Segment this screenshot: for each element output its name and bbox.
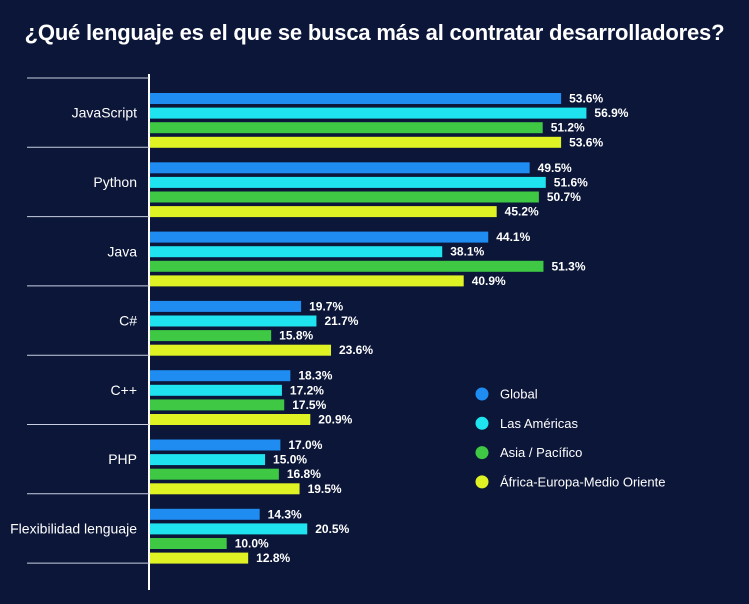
category-label-c: C# [119,313,137,329]
value-label-flexibilidad-lenguaje-las-am-ricas: 20.5% [315,522,349,536]
value-label-javascript-asia-pac-fico: 51.2% [551,121,585,135]
bar-java-asia-pac-fico [150,260,544,272]
bar-java-las-am-ricas [150,246,443,258]
bar-java-global [150,231,489,243]
bar-javascript-global [150,93,562,104]
legend-marker-las-am-ricas [475,416,489,430]
bar-javascript-asia-pac-fico [150,122,543,134]
bar-flexibilidad-lenguaje-las-am-ricas [150,523,308,535]
value-label-flexibilidad-lenguaje-global: 14.3% [268,507,302,521]
value-label-c-asia-pac-fico: 15.8% [279,329,313,343]
bar-flexibilidad-lenguaje-frica-europa-medio-oriente [150,552,249,564]
legend-label-asia-pac-fico: Asia / Pacífico [500,445,582,460]
bar-php-asia-pac-fico [150,468,279,480]
value-label-java-las-am-ricas: 38.1% [450,245,484,259]
category-label-python: Python [93,174,137,190]
value-label-php-frica-europa-medio-oriente: 19.5% [308,482,342,496]
bar-python-global [150,162,530,174]
value-label-python-frica-europa-medio-oriente: 45.2% [505,205,539,219]
value-label-c-frica-europa-medio-oriente: 23.6% [339,343,373,357]
bar-php-frica-europa-medio-oriente [150,483,300,495]
bar-c-global [150,300,302,312]
value-label-c-global: 18.3% [298,369,332,383]
category-label-c: C++ [111,382,137,398]
legend-label-las-am-ricas: Las Américas [500,416,579,431]
value-label-flexibilidad-lenguaje-frica-europa-medio-oriente: 12.8% [256,551,290,565]
value-label-php-las-am-ricas: 15.0% [273,453,307,467]
bar-php-las-am-ricas [150,454,266,466]
value-label-javascript-global: 53.6% [569,92,603,106]
value-label-flexibilidad-lenguaje-asia-pac-fico: 10.0% [235,537,269,551]
value-label-php-global: 17.0% [288,438,322,452]
category-label-java: Java [107,243,137,259]
bar-c-asia-pac-fico [150,399,285,411]
bar-c-las-am-ricas [150,384,282,396]
bar-python-frica-europa-medio-oriente [150,206,497,218]
bar-c-frica-europa-medio-oriente [150,344,332,356]
value-label-python-las-am-ricas: 51.6% [554,175,588,189]
chart-title: ¿Qué lenguaje es el que se busca más al … [24,20,725,45]
bar-c-frica-europa-medio-oriente [150,414,311,425]
value-label-python-asia-pac-fico: 50.7% [547,190,581,204]
legend-label-global: Global [500,387,538,402]
bar-python-asia-pac-fico [150,191,539,203]
category-label-php: PHP [108,451,137,467]
bar-php-global [150,439,281,451]
value-label-c-asia-pac-fico: 17.5% [292,398,326,412]
category-label-javascript: JavaScript [72,105,137,121]
value-label-java-frica-europa-medio-oriente: 40.9% [472,274,506,288]
value-label-c-frica-europa-medio-oriente: 20.9% [318,413,352,427]
bar-javascript-las-am-ricas [150,107,587,119]
bar-javascript-frica-europa-medio-oriente [150,136,562,148]
value-label-python-global: 49.5% [538,161,572,175]
bar-c-las-am-ricas [150,315,317,327]
value-label-javascript-frica-europa-medio-oriente: 53.6% [569,135,603,149]
bar-java-frica-europa-medio-oriente [150,275,464,287]
bar-flexibilidad-lenguaje-asia-pac-fico [150,538,227,549]
value-label-c-las-am-ricas: 21.7% [324,314,358,328]
value-label-c-global: 19.7% [309,299,343,313]
legend-marker-global [475,387,489,401]
legend-marker-frica-europa-medio-oriente [475,475,489,489]
value-label-javascript-las-am-ricas: 56.9% [594,106,628,120]
value-label-c-las-am-ricas: 17.2% [290,383,324,397]
bar-flexibilidad-lenguaje-global [150,508,260,520]
legend-label-frica-europa-medio-oriente: África-Europa-Medio Oriente [500,474,665,489]
value-label-java-global: 44.1% [496,230,530,244]
legend-marker-asia-pac-fico [475,446,489,460]
bar-c-asia-pac-fico [150,330,272,342]
value-label-php-asia-pac-fico: 16.8% [287,467,321,481]
category-label-flexibilidad-lenguaje: Flexibilidad lenguaje [10,520,137,536]
value-label-java-asia-pac-fico: 51.3% [551,259,585,273]
bar-python-las-am-ricas [150,176,546,188]
bar-c-global [150,370,291,382]
